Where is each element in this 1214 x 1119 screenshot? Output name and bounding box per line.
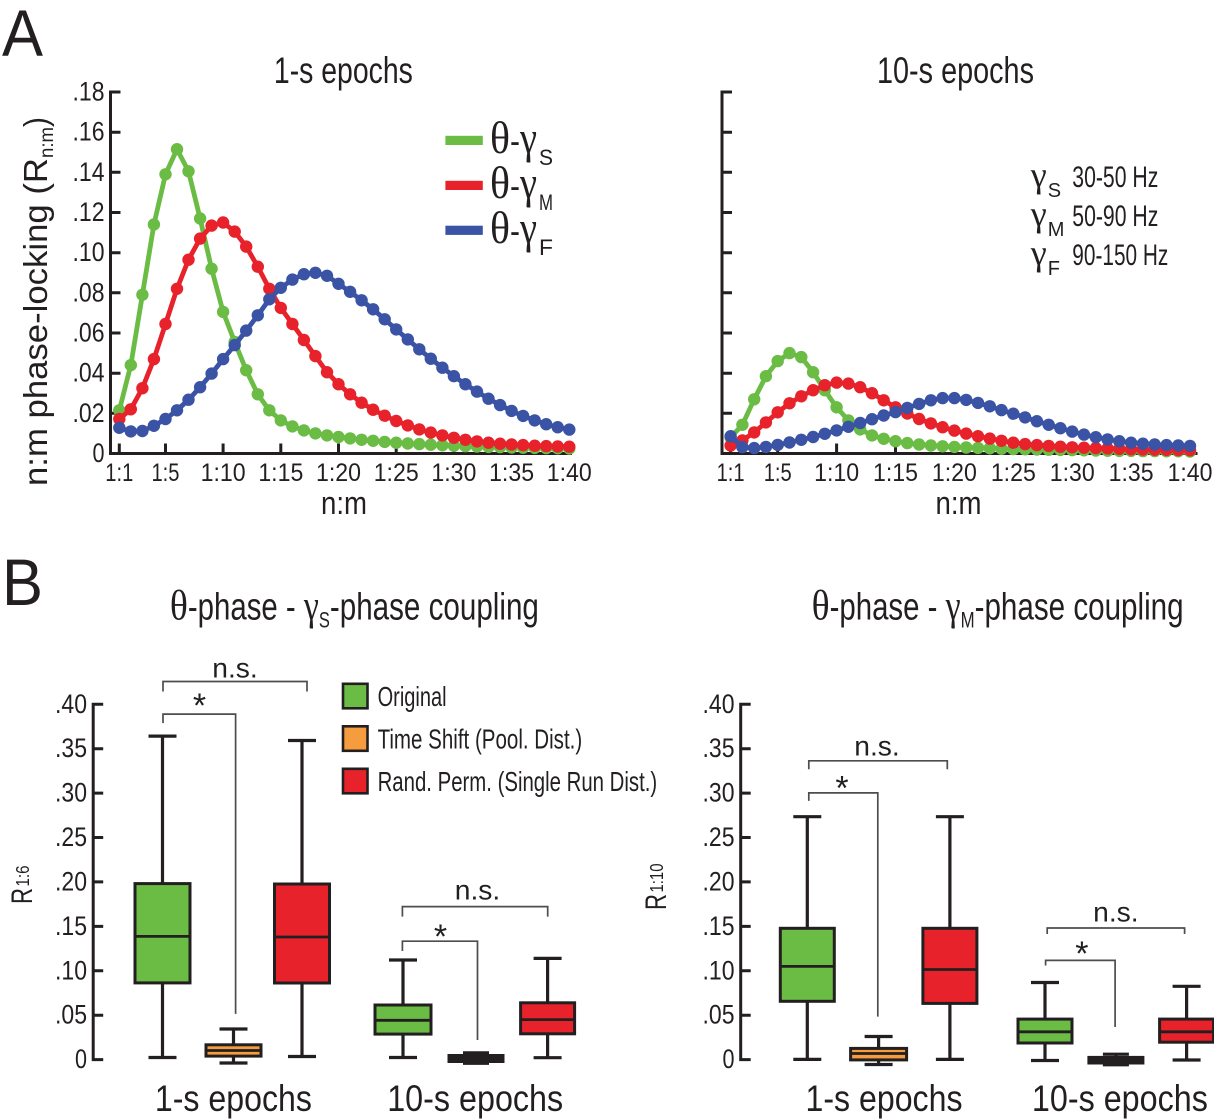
svg-text:1-s epochs: 1-s epochs [806, 1078, 963, 1119]
svg-text:θ-γS: θ-γS [490, 113, 553, 170]
svg-text:1:20: 1:20 [316, 459, 361, 487]
svg-text:.35: .35 [55, 733, 87, 763]
svg-text:.40: .40 [55, 689, 87, 719]
svg-text:1:5: 1:5 [764, 459, 792, 487]
svg-text:θ-γF: θ-γF [490, 203, 553, 260]
svg-text:*: * [835, 770, 848, 808]
svg-text:30-50 Hz: 30-50 Hz [1072, 161, 1158, 194]
svg-text:.08: .08 [73, 277, 105, 307]
svg-text:1:5: 1:5 [151, 459, 179, 487]
svg-text:1:1: 1:1 [717, 459, 745, 487]
svg-text:n.s.: n.s. [1093, 897, 1139, 928]
svg-text:.10: .10 [55, 955, 87, 985]
svg-text:1:10: 1:10 [201, 459, 246, 487]
svg-text:50-90 Hz: 50-90 Hz [1072, 200, 1158, 233]
svg-text:.05: .05 [703, 1000, 735, 1030]
svg-text:*: * [1075, 935, 1088, 973]
svg-text:θ-phase - γS-phase coupling: θ-phase - γS-phase coupling [170, 584, 539, 633]
svg-text:0: 0 [93, 438, 105, 468]
svg-text:1:1: 1:1 [105, 459, 133, 487]
svg-text:n:m phase-locking (Rn:m): n:m phase-locking (Rn:m) [17, 117, 58, 486]
svg-text:R1:10: R1:10 [640, 864, 673, 911]
svg-text:γS: γS [1030, 155, 1061, 202]
svg-text:Time Shift (Pool. Dist.): Time Shift (Pool. Dist.) [378, 724, 583, 755]
svg-text:.04: .04 [73, 358, 105, 388]
svg-text:Rand. Perm. (Single Run Dist.): Rand. Perm. (Single Run Dist.) [378, 766, 658, 797]
svg-text:10-s epochs: 10-s epochs [877, 50, 1034, 91]
svg-text:.30: .30 [55, 778, 87, 808]
svg-text:.20: .20 [55, 866, 87, 896]
svg-text:1:15: 1:15 [873, 459, 918, 487]
svg-text:.30: .30 [703, 778, 735, 808]
svg-text:1:40: 1:40 [1168, 459, 1213, 487]
svg-text:1:35: 1:35 [489, 459, 534, 487]
svg-text:.05: .05 [55, 1000, 87, 1030]
svg-text:.14: .14 [73, 157, 105, 187]
svg-text:n:m: n:m [321, 485, 367, 521]
svg-text:.15: .15 [55, 911, 87, 941]
svg-text:1:20: 1:20 [932, 459, 977, 487]
svg-text:0: 0 [75, 1044, 87, 1074]
svg-text:1-s epochs: 1-s epochs [274, 50, 413, 91]
svg-text:n.s.: n.s. [854, 731, 900, 762]
svg-text:Original: Original [378, 681, 447, 712]
svg-text:γM: γM [1030, 194, 1065, 241]
svg-text:1:35: 1:35 [1109, 459, 1154, 487]
svg-text:.35: .35 [703, 733, 735, 763]
svg-text:10-s epochs: 10-s epochs [1032, 1078, 1208, 1119]
svg-text:.06: .06 [73, 318, 105, 348]
svg-text:1:15: 1:15 [258, 459, 303, 487]
svg-text:10-s epochs: 10-s epochs [387, 1078, 563, 1119]
svg-text:90-150 Hz: 90-150 Hz [1072, 239, 1168, 272]
svg-text:1-s epochs: 1-s epochs [155, 1078, 312, 1119]
svg-text:θ-phase - γM-phase coupling: θ-phase - γM-phase coupling [812, 584, 1184, 633]
svg-text:γF: γF [1030, 233, 1060, 280]
svg-text:.20: .20 [703, 866, 735, 896]
svg-text:.10: .10 [73, 237, 105, 267]
svg-text:1:30: 1:30 [1050, 459, 1095, 487]
svg-text:.16: .16 [73, 117, 105, 147]
svg-text:.40: .40 [703, 689, 735, 719]
svg-text:.25: .25 [703, 822, 735, 852]
svg-text:.15: .15 [703, 911, 735, 941]
svg-text:.12: .12 [73, 197, 105, 227]
svg-text:0: 0 [723, 1044, 735, 1074]
svg-text:1:30: 1:30 [431, 459, 476, 487]
svg-text:1:10: 1:10 [814, 459, 859, 487]
svg-text:n.s.: n.s. [212, 653, 258, 684]
svg-text:*: * [434, 918, 447, 956]
svg-text:.02: .02 [73, 398, 105, 428]
svg-text:n.s.: n.s. [455, 875, 501, 906]
svg-text:A: A [2, 0, 43, 70]
svg-text:R1:6: R1:6 [6, 866, 39, 905]
svg-text:.18: .18 [73, 77, 105, 107]
svg-text:1:40: 1:40 [547, 459, 592, 487]
svg-text:n:m: n:m [936, 485, 982, 521]
svg-text:*: * [193, 687, 206, 725]
svg-text:1:25: 1:25 [991, 459, 1036, 487]
svg-text:B: B [2, 545, 43, 619]
svg-text:1:25: 1:25 [374, 459, 419, 487]
svg-text:θ-γM: θ-γM [490, 158, 553, 215]
svg-text:.10: .10 [703, 955, 735, 985]
svg-text:.25: .25 [55, 822, 87, 852]
